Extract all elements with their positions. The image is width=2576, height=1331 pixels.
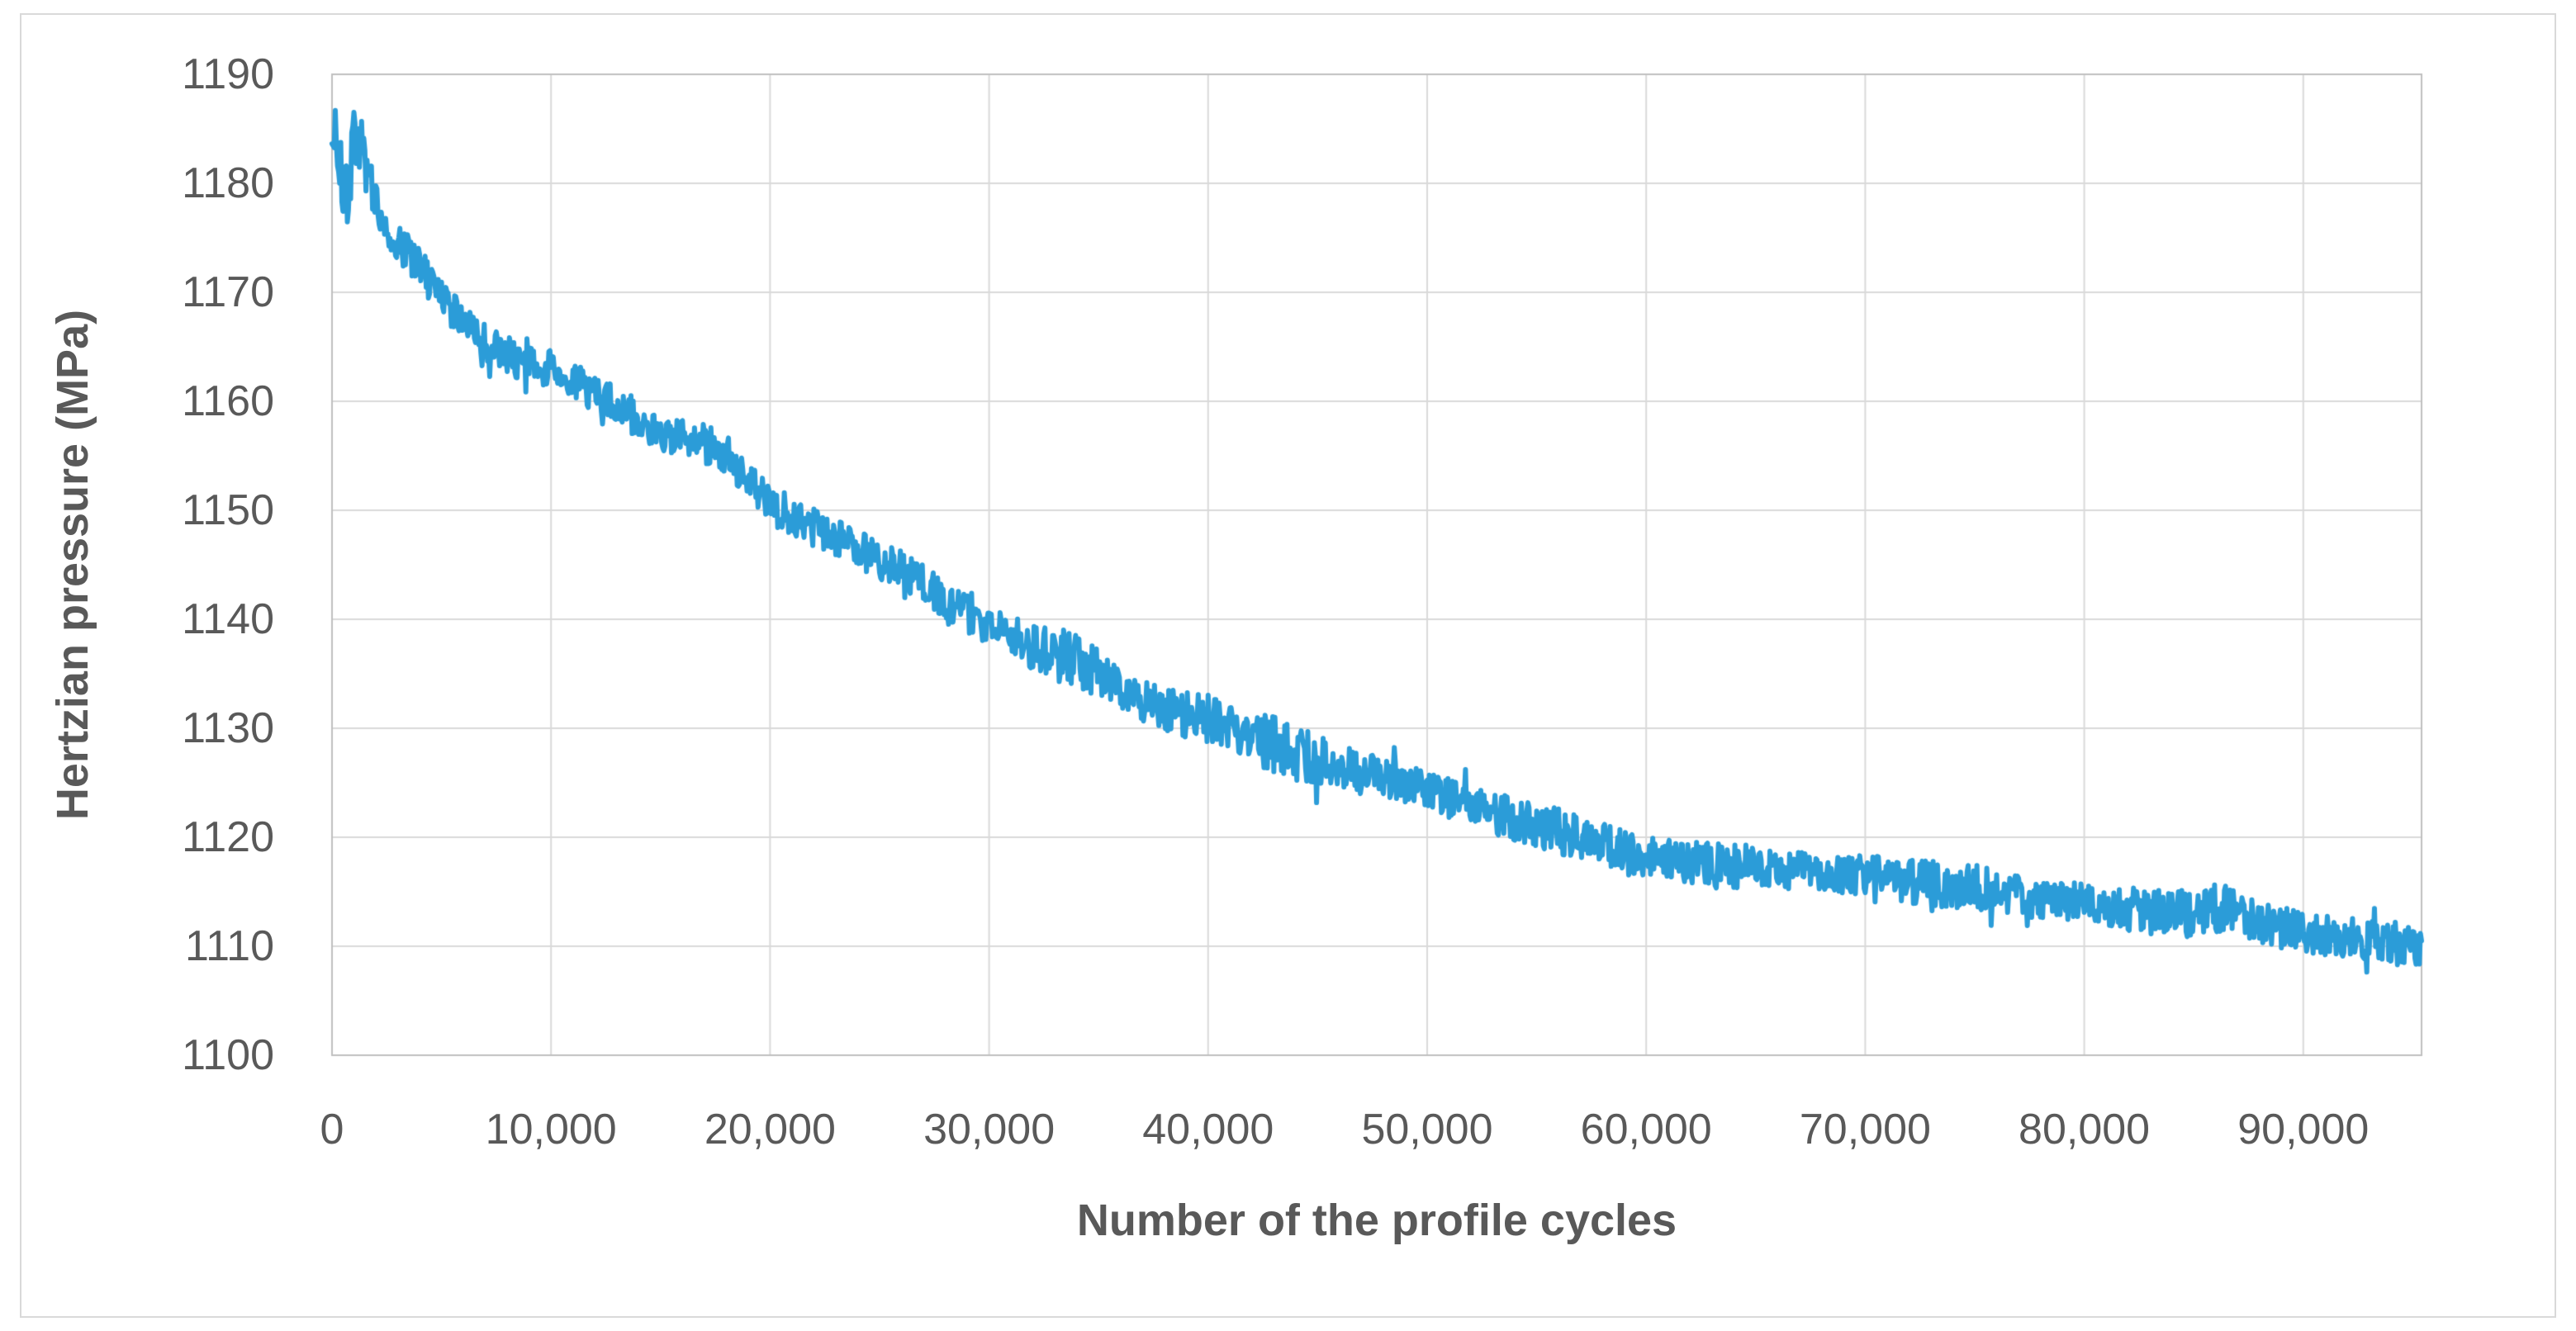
- y-tick-label: 1120: [182, 813, 274, 861]
- y-tick-label: 1180: [182, 159, 274, 207]
- y-tick-label: 1150: [182, 486, 274, 534]
- x-axis-title: Number of the profile cycles: [1076, 1196, 1677, 1245]
- y-tick-label: 1110: [185, 922, 274, 970]
- y-tick-label: 1130: [182, 704, 274, 752]
- x-tick-label: 70,000: [1799, 1106, 1931, 1153]
- x-tick-label: 40,000: [1142, 1106, 1274, 1153]
- y-tick-label: 1100: [182, 1031, 274, 1079]
- y-tick-label: 1140: [182, 595, 274, 643]
- y-tick-label: 1160: [182, 377, 274, 425]
- y-tick-label: 1170: [182, 268, 274, 316]
- x-tick-label: 90,000: [2237, 1106, 2370, 1153]
- x-tick-label: 0: [320, 1106, 344, 1153]
- x-tick-label: 50,000: [1361, 1106, 1493, 1153]
- x-tick-label: 80,000: [2019, 1106, 2151, 1153]
- y-axis-title: Hertzian pressure (MPa): [48, 309, 97, 821]
- x-tick-label: 60,000: [1580, 1106, 1712, 1153]
- x-tick-label: 10,000: [485, 1106, 617, 1153]
- y-tick-label: 1190: [182, 50, 274, 98]
- x-tick-label: 30,000: [923, 1106, 1056, 1153]
- x-tick-label: 20,000: [704, 1106, 836, 1153]
